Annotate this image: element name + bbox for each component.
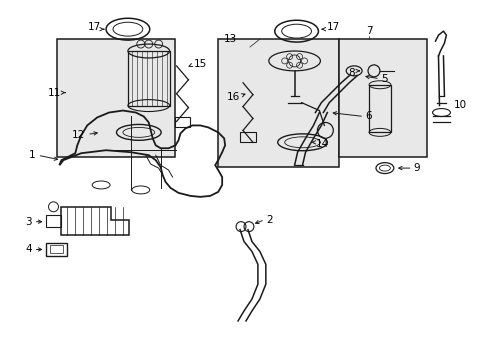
Text: 12: 12 — [72, 130, 85, 140]
Text: 10: 10 — [452, 100, 466, 109]
Bar — [49, 246, 63, 253]
Text: 16: 16 — [226, 92, 240, 102]
Text: 2: 2 — [265, 215, 272, 225]
Text: 7: 7 — [365, 26, 371, 36]
Bar — [339, 39, 426, 157]
Bar — [45, 215, 61, 227]
Bar — [368, 85, 390, 132]
Text: 5: 5 — [380, 74, 387, 84]
Text: 13: 13 — [223, 34, 236, 44]
Text: 6: 6 — [365, 112, 371, 121]
Bar — [240, 132, 255, 142]
Text: 3: 3 — [25, 217, 32, 227]
Text: 4: 4 — [25, 244, 32, 255]
Text: 1: 1 — [29, 150, 36, 160]
Text: 17: 17 — [325, 22, 339, 32]
Text: 8: 8 — [348, 68, 354, 78]
Bar — [174, 117, 190, 127]
Text: 14: 14 — [315, 139, 328, 149]
Bar — [128, 51, 169, 105]
Bar — [45, 243, 67, 256]
Text: 11: 11 — [48, 88, 61, 98]
Bar — [218, 39, 339, 167]
Text: 9: 9 — [413, 163, 420, 173]
Text: 15: 15 — [193, 59, 206, 69]
Bar — [57, 39, 174, 157]
Text: 17: 17 — [88, 22, 101, 32]
